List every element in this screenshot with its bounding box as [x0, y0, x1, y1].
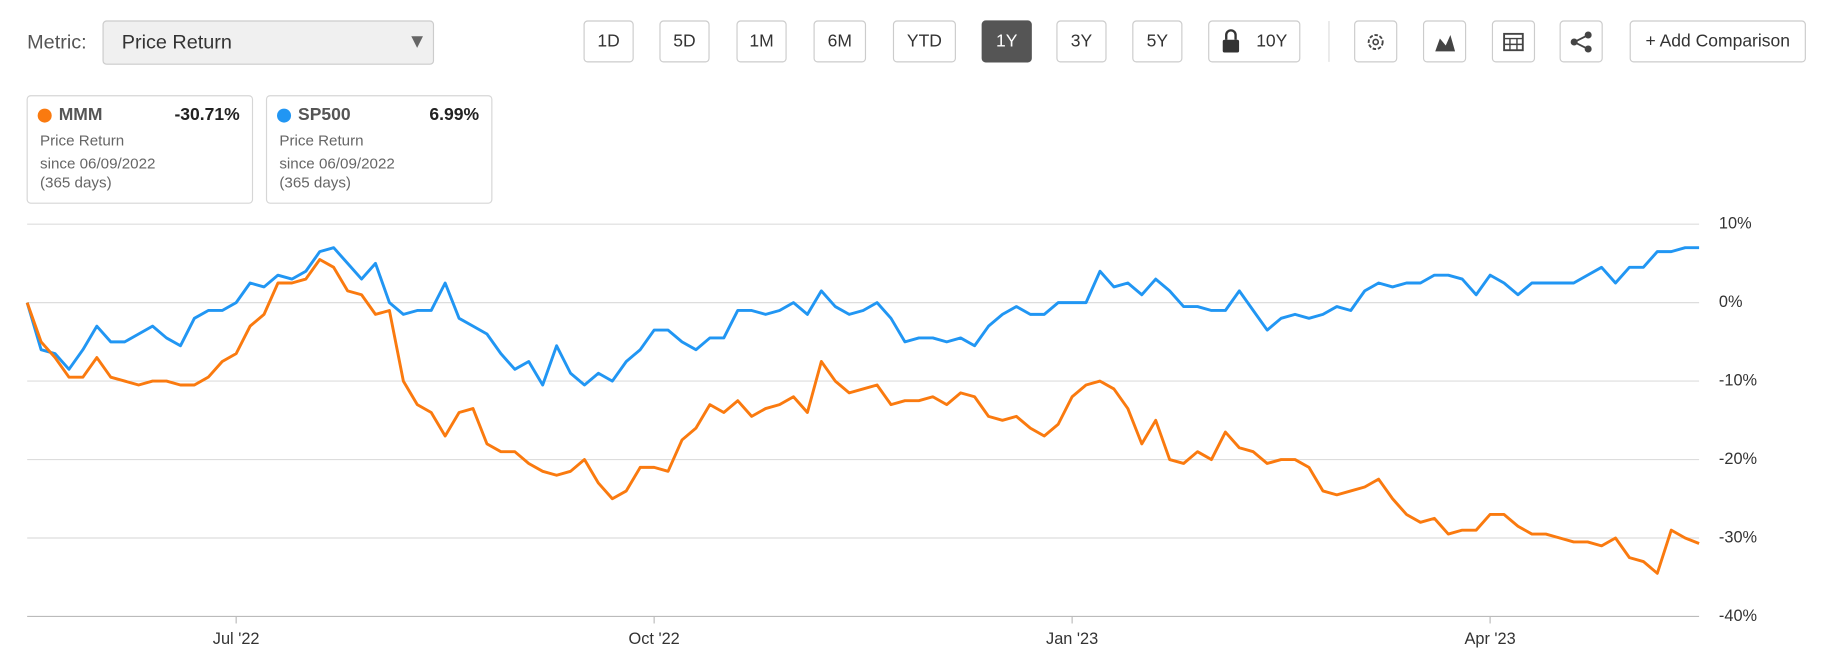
button-frame[interactable]: [1132, 20, 1183, 63]
chart-type-button[interactable]: [1422, 20, 1467, 63]
y-tick-label: -20%: [1719, 450, 1757, 468]
legend-days: (365 days): [40, 174, 112, 191]
legend-since: since 06/09/2022: [40, 156, 155, 173]
metric-dropdown[interactable]: [102, 20, 435, 65]
x-tick-label: Oct '22: [629, 630, 680, 648]
y-tick-label: -40%: [1719, 607, 1757, 625]
range-label[interactable]: 1D: [597, 31, 619, 51]
legend-dot: [37, 108, 52, 123]
range-button[interactable]: 10Y: [1208, 20, 1301, 63]
series-line: [25, 258, 1700, 575]
x-tick-label: Jan '23: [1046, 630, 1098, 648]
button-frame[interactable]: [981, 20, 1032, 63]
x-tick-label: Apr '23: [1464, 630, 1515, 648]
button-frame[interactable]: [1559, 20, 1603, 63]
range-button[interactable]: 3Y: [1056, 20, 1107, 63]
gear-icon: [1372, 38, 1380, 46]
legend-days: (365 days): [279, 174, 351, 191]
range-label[interactable]: 1Y: [996, 31, 1018, 51]
y-tick-label: 0%: [1719, 293, 1743, 311]
button-frame[interactable]: [892, 20, 956, 63]
legend-metric: Price Return: [40, 132, 124, 149]
button-frame[interactable]: [583, 20, 634, 63]
range-button[interactable]: 5D: [659, 20, 710, 63]
range-label[interactable]: 5Y: [1147, 31, 1169, 51]
button-frame[interactable]: [1422, 20, 1467, 63]
legend-metric: Price Return: [279, 132, 363, 149]
lock-icon: [1225, 29, 1237, 40]
button-frame[interactable]: [659, 20, 710, 63]
button-frame[interactable]: [1491, 20, 1536, 63]
range-button[interactable]: 1M: [736, 20, 787, 63]
metric-value[interactable]: Price Return: [122, 31, 232, 53]
legend-since: since 06/09/2022: [279, 156, 394, 173]
gear-icon: [1367, 34, 1384, 50]
y-tick-label: -10%: [1719, 371, 1757, 389]
range-label[interactable]: 3Y: [1071, 31, 1093, 51]
range-label[interactable]: 5D: [673, 31, 695, 51]
button-frame[interactable]: [736, 20, 787, 63]
share-button[interactable]: [1559, 20, 1603, 63]
range-label[interactable]: 6M: [828, 31, 852, 51]
range-button[interactable]: 1Y: [981, 20, 1032, 63]
dropdown-arrow[interactable]: [411, 36, 423, 48]
range-button[interactable]: YTD: [892, 20, 956, 63]
metric-label: Metric:: [27, 31, 87, 53]
share-icon: [1584, 31, 1592, 39]
legend-name: MMM: [59, 104, 103, 124]
legend-dot: [277, 108, 292, 123]
range-label[interactable]: YTD: [907, 31, 942, 51]
range-button[interactable]: 6M: [813, 20, 867, 63]
legend-card: [26, 95, 254, 204]
table-button[interactable]: [1491, 20, 1536, 63]
legend-name: SP500: [298, 104, 351, 124]
range-label[interactable]: 10Y: [1256, 31, 1287, 51]
y-tick-label: 10%: [1719, 214, 1752, 232]
mountain-icon: [1435, 35, 1456, 52]
settings-button[interactable]: [1354, 20, 1398, 63]
table-icon: [1504, 37, 1523, 51]
y-tick-label: -30%: [1719, 528, 1757, 546]
add-comparison-label[interactable]: + Add Comparison: [1646, 31, 1790, 51]
table-icon: [1503, 32, 1524, 52]
add-comparison-button[interactable]: [1629, 20, 1806, 63]
range-label[interactable]: 1M: [749, 31, 773, 51]
range-button[interactable]: 1D: [583, 20, 634, 63]
button-frame[interactable]: [1354, 20, 1398, 63]
range-button[interactable]: 5Y: [1132, 20, 1183, 63]
button-frame[interactable]: [1056, 20, 1107, 63]
share-icon: [1570, 38, 1578, 46]
lock-icon: [1222, 39, 1240, 53]
share-icon: [1584, 45, 1592, 53]
legend-card: [265, 95, 493, 204]
button-frame[interactable]: [813, 20, 867, 63]
legend-change: 6.99%: [429, 104, 479, 124]
legend-change: -30.71%: [174, 104, 240, 124]
series-line: [25, 246, 1700, 387]
x-tick-label: Jul '22: [213, 630, 260, 648]
